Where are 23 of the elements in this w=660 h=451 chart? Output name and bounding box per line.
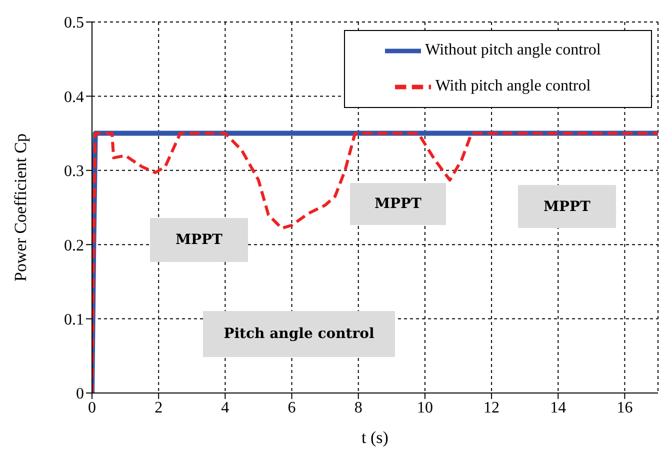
text-box: MPPT (150, 218, 248, 262)
x-tick-label: 12 (484, 399, 500, 416)
x-tick-label: 10 (416, 399, 433, 416)
y-tick-label: 0.1 (64, 311, 84, 328)
text-box: MPPT (350, 183, 446, 225)
x-tick-label: 16 (616, 399, 633, 416)
legend-label: Without pitch angle control (425, 42, 601, 59)
x-tick-label: 8 (354, 399, 362, 416)
text-box: Pitch angle control (203, 311, 395, 357)
y-tick-label: 0.4 (64, 88, 84, 106)
legend-label: With pitch angle control (435, 78, 591, 95)
x-tick-label: 0 (88, 399, 96, 416)
y-tick-label: 0.5 (64, 14, 84, 32)
x-tick-label: 4 (221, 399, 230, 416)
y-axis-title: Power Coefficient Cp (11, 134, 30, 282)
y-tick-label: 0 (76, 386, 84, 403)
y-tick-label: 0.3 (64, 163, 84, 180)
x-tick-label: 14 (550, 399, 566, 416)
text-box: MPPT (518, 185, 616, 228)
x-tick-label: 2 (154, 399, 163, 416)
x-tick-label: 6 (288, 399, 296, 416)
x-axis-title: t (s) (362, 428, 388, 447)
y-tick-label: 0.2 (64, 237, 84, 254)
